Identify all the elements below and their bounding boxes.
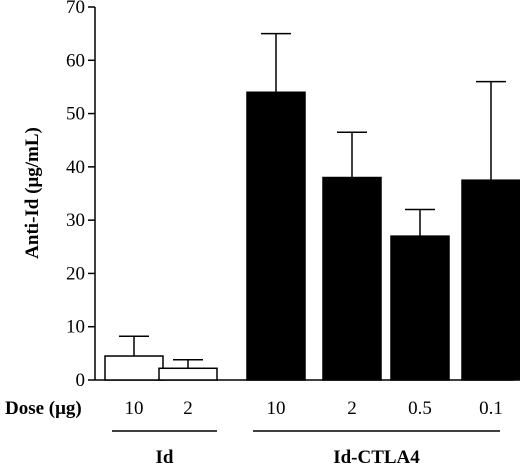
error-bars (119, 32, 506, 369)
dose-label: 2 (347, 398, 357, 419)
dose-label: 2 (183, 398, 193, 419)
dose-axis-title: Dose (μg) (5, 398, 82, 419)
y-tick-label: 60 (66, 50, 85, 71)
dose-label: 0.5 (408, 398, 432, 419)
bar (322, 176, 382, 381)
y-tick-label: 40 (66, 157, 85, 178)
bar (158, 367, 218, 381)
bar (104, 355, 164, 381)
bar (461, 179, 520, 381)
y-axis-title: Anti-Id (μg/mL) (22, 127, 43, 259)
y-tick-label: 20 (66, 263, 85, 284)
group-brackets: Id Id-CTLA4 (112, 430, 500, 468)
y-tick-label: 0 (76, 370, 86, 391)
bar (390, 235, 450, 381)
y-tick-label: 70 (66, 0, 85, 18)
group-label: Id-CTLA4 (333, 447, 420, 468)
dose-label: 0.1 (479, 398, 503, 419)
dose-labels: 10 2 10 2 0.5 0.1 (125, 398, 503, 419)
y-ticks: 0 10 20 30 40 50 60 70 (66, 0, 95, 391)
y-tick-label: 10 (66, 317, 85, 338)
dose-label: 10 (267, 398, 286, 419)
bars (104, 91, 520, 381)
y-tick-label: 50 (66, 104, 85, 125)
y-tick-label: 30 (66, 210, 85, 231)
group-label: Id (156, 447, 174, 468)
bar (246, 91, 306, 381)
dose-label: 10 (125, 398, 144, 419)
